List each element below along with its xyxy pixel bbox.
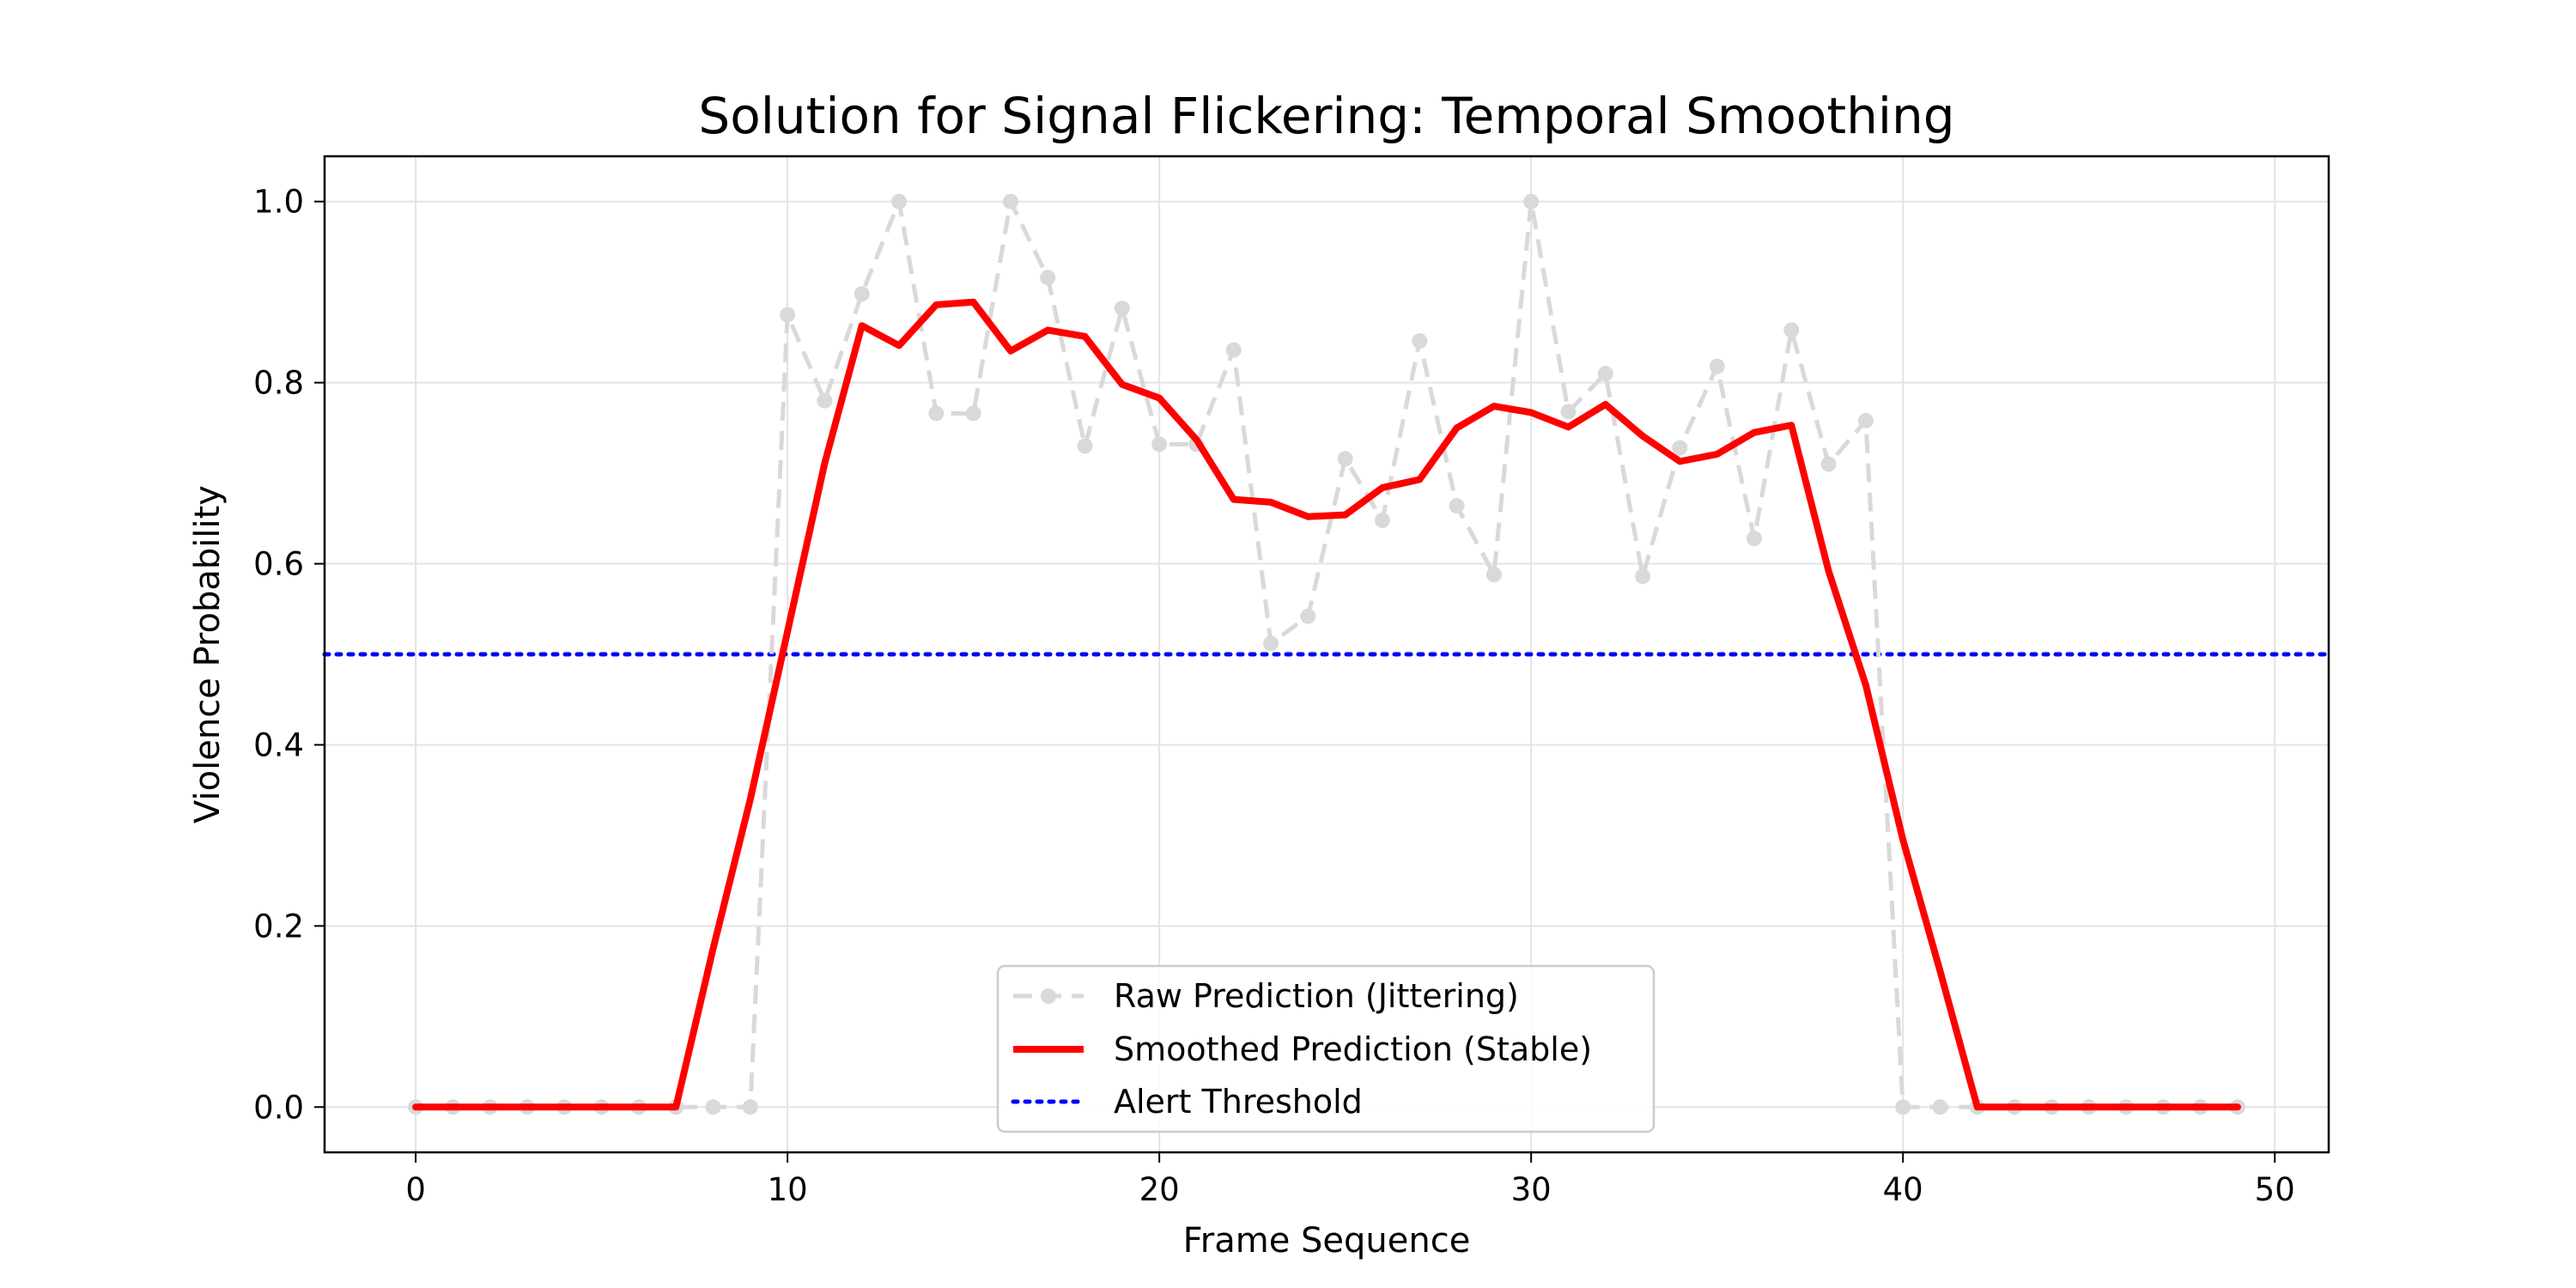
y-tick-label: 0.8 xyxy=(253,365,304,402)
y-tick-label: 1.0 xyxy=(253,184,304,221)
y-tick-label: 0.2 xyxy=(253,908,304,945)
x-tick-label: 10 xyxy=(768,1171,808,1208)
raw-prediction-point xyxy=(1412,333,1428,349)
raw-prediction-point xyxy=(742,1099,758,1115)
raw-prediction-point xyxy=(1263,635,1279,652)
raw-prediction-point xyxy=(1002,193,1018,210)
plot-frame xyxy=(323,155,2330,1154)
raw-prediction-point xyxy=(1225,342,1242,358)
raw-prediction-point xyxy=(1746,531,1762,547)
legend-threshold-label: Alert Threshold xyxy=(1114,1083,1363,1121)
raw-prediction-point xyxy=(854,286,870,302)
x-tick-label: 30 xyxy=(1511,1171,1552,1208)
raw-prediction-point xyxy=(1895,1099,1911,1115)
raw-prediction-point xyxy=(1597,366,1613,382)
x-tick-label: 40 xyxy=(1883,1171,1923,1208)
legend-raw-label: Raw Prediction (Jittering) xyxy=(1114,977,1519,1015)
raw-prediction-point xyxy=(1485,567,1502,583)
raw-prediction-point xyxy=(1783,322,1800,338)
raw-prediction-point xyxy=(817,392,833,409)
raw-prediction-point xyxy=(1114,301,1130,317)
ticks: 0 10 20 30 40 50 0.0 0.2 0.4 0.6 0.8 1.0 xyxy=(253,184,2295,1208)
chart-title: Solution for Signal Flickering: Temporal… xyxy=(698,87,1954,145)
raw-prediction-point xyxy=(1151,436,1168,453)
raw-prediction-point xyxy=(1709,358,1725,374)
raw-prediction-point xyxy=(705,1099,721,1115)
legend-box xyxy=(996,964,1656,1133)
raw-prediction-point xyxy=(1523,193,1540,210)
raw-prediction-point xyxy=(780,307,796,323)
x-tick-label: 20 xyxy=(1139,1171,1180,1208)
raw-prediction-point xyxy=(1820,456,1837,472)
y-tick-label: 0.4 xyxy=(253,726,304,763)
raw-prediction-point xyxy=(928,405,945,422)
raw-prediction-point xyxy=(1672,440,1688,456)
raw-prediction-point xyxy=(1040,270,1056,286)
raw-prediction-point xyxy=(1300,608,1316,624)
x-tick-label: 50 xyxy=(2255,1171,2295,1208)
raw-prediction-point xyxy=(891,193,908,210)
y-tick-label: 0.0 xyxy=(253,1089,304,1126)
raw-prediction-point xyxy=(1560,404,1577,420)
smoothed-series-layer xyxy=(412,298,2241,1111)
raw-prediction-point xyxy=(965,405,981,422)
raw-prediction-point xyxy=(1077,438,1093,454)
raw-prediction-point xyxy=(1635,568,1651,585)
raw-prediction-point xyxy=(1857,412,1874,428)
smoothed-prediction-line xyxy=(412,298,2241,1111)
legend: Raw Prediction (Jittering) Smoothed Predi… xyxy=(996,964,1656,1133)
legend-raw-marker xyxy=(1041,988,1056,1004)
y-axis-label: Violence Probability xyxy=(188,485,228,823)
raw-prediction-point xyxy=(1374,512,1390,528)
x-tick-label: 0 xyxy=(405,1171,426,1208)
y-tick-label: 0.6 xyxy=(253,546,304,583)
raw-prediction-point xyxy=(1932,1099,1948,1115)
raw-prediction-point xyxy=(1337,451,1353,467)
legend-smoothed-label: Smoothed Prediction (Stable) xyxy=(1114,1030,1592,1068)
x-axis-label: Frame Sequence xyxy=(1183,1221,1471,1261)
raw-prediction-point xyxy=(1449,498,1465,514)
